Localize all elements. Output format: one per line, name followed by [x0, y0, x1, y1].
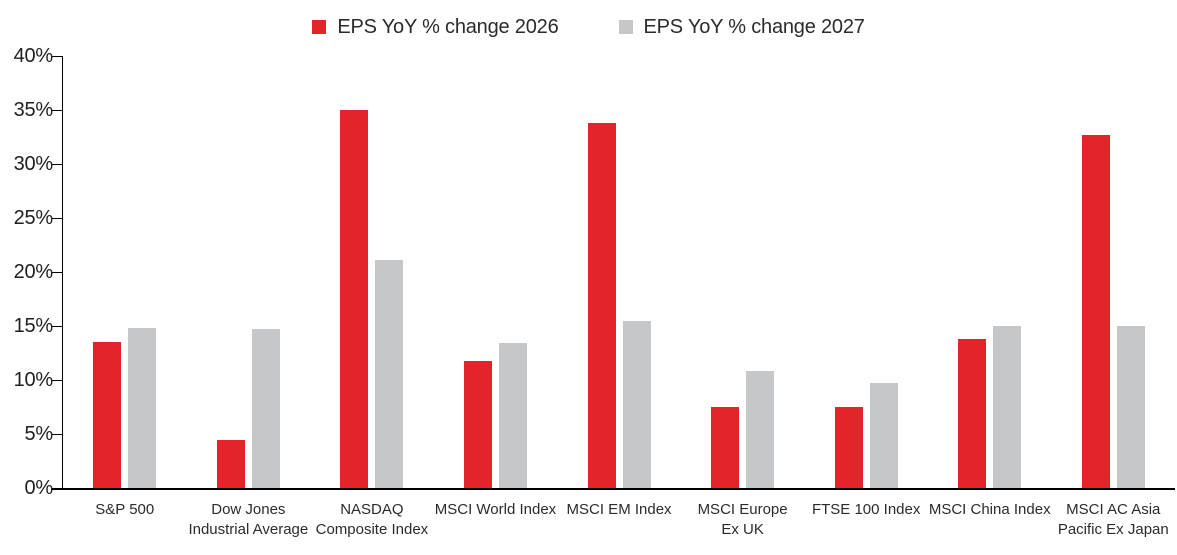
- x-axis-line: [52, 488, 1175, 490]
- legend-item-2027: EPS YoY % change 2027: [618, 15, 865, 39]
- x-axis-label: MSCI China Index: [928, 501, 1051, 518]
- bar-2027: [993, 326, 1022, 488]
- bar-2027: [622, 320, 651, 488]
- bar-2026: [711, 407, 740, 488]
- legend-swatch-2026-icon: [312, 20, 327, 34]
- x-label-cell: MSCI EM Index: [557, 500, 681, 541]
- x-label-cell: MSCI China Index: [928, 500, 1052, 541]
- y-tick-label: 5%: [24, 423, 53, 445]
- bar-2026: [93, 342, 122, 488]
- bar-group: [928, 56, 1052, 488]
- y-tick: [52, 164, 63, 165]
- legend-item-2026: EPS YoY % change 2026: [312, 15, 559, 39]
- x-label-cell: Dow Jones Industrial Average: [187, 500, 311, 541]
- y-tick-label: 30%: [13, 153, 54, 175]
- plot-area: [63, 56, 1175, 488]
- x-axis-label: MSCI AC Asia Pacific Ex Japan: [1057, 501, 1169, 539]
- y-tick: [52, 110, 63, 111]
- bar-2026: [340, 110, 369, 488]
- x-axis-labels: S&P 500 Dow Jones Industrial Average NASDA…: [63, 500, 1175, 541]
- x-axis-label: MSCI EM Index: [566, 501, 672, 518]
- bar-2027: [746, 371, 775, 488]
- y-tick-label: 0%: [24, 477, 53, 499]
- legend-label-2026: EPS YoY % change 2026: [337, 15, 559, 38]
- y-tick-label: 10%: [13, 369, 54, 391]
- y-tick: [52, 56, 63, 57]
- bar-2027: [1116, 326, 1145, 488]
- y-tick: [52, 218, 63, 219]
- bar-2027: [498, 343, 527, 488]
- bar-group: [434, 56, 558, 488]
- y-tick-label: 25%: [13, 207, 54, 229]
- y-tick: [52, 434, 63, 435]
- bar-group: [681, 56, 805, 488]
- x-axis-label: FTSE 100 Index: [811, 501, 921, 518]
- legend-swatch-2027-icon: [618, 20, 633, 34]
- legend-label-2027: EPS YoY % change 2027: [643, 15, 865, 38]
- bar-2027: [128, 328, 157, 488]
- x-label-cell: NASDAQ Composite Index: [310, 500, 434, 541]
- bar-2026: [587, 122, 616, 488]
- bar-group: [310, 56, 434, 488]
- bar-2027: [869, 383, 898, 488]
- bar-2026: [463, 360, 492, 488]
- x-axis-label: NASDAQ Composite Index: [315, 501, 429, 539]
- y-tick-label: 35%: [13, 99, 54, 121]
- legend: EPS YoY % change 2026 EPS YoY % change 2…: [0, 13, 1177, 41]
- bar-2026: [958, 338, 987, 488]
- bar-2027: [375, 260, 404, 488]
- y-tick-label: 20%: [13, 261, 54, 283]
- x-axis-label: S&P 500: [95, 501, 155, 518]
- bar-group: [187, 56, 311, 488]
- bar-2026: [1081, 134, 1110, 488]
- y-tick: [52, 326, 63, 327]
- bar-2027: [251, 329, 280, 488]
- y-tick: [52, 272, 63, 273]
- y-tick-label: 15%: [13, 315, 54, 337]
- bar-2026: [216, 440, 245, 488]
- x-label-cell: S&P 500: [63, 500, 187, 541]
- bar-2026: [834, 407, 863, 488]
- bar-group: [804, 56, 928, 488]
- y-tick: [52, 380, 63, 381]
- x-axis-label: Dow Jones Industrial Average: [188, 501, 309, 539]
- x-label-cell: FTSE 100 Index: [804, 500, 928, 541]
- x-axis-label: MSCI Europe Ex UK: [697, 501, 788, 539]
- x-axis-label: MSCI World Index: [434, 501, 557, 518]
- x-label-cell: MSCI World Index: [434, 500, 558, 541]
- bar-group: [557, 56, 681, 488]
- bar-group: [1052, 56, 1176, 488]
- x-label-cell: MSCI AC Asia Pacific Ex Japan: [1052, 500, 1176, 541]
- y-tick-label: 40%: [13, 45, 54, 67]
- bar-group: [63, 56, 187, 488]
- x-label-cell: MSCI Europe Ex UK: [681, 500, 805, 541]
